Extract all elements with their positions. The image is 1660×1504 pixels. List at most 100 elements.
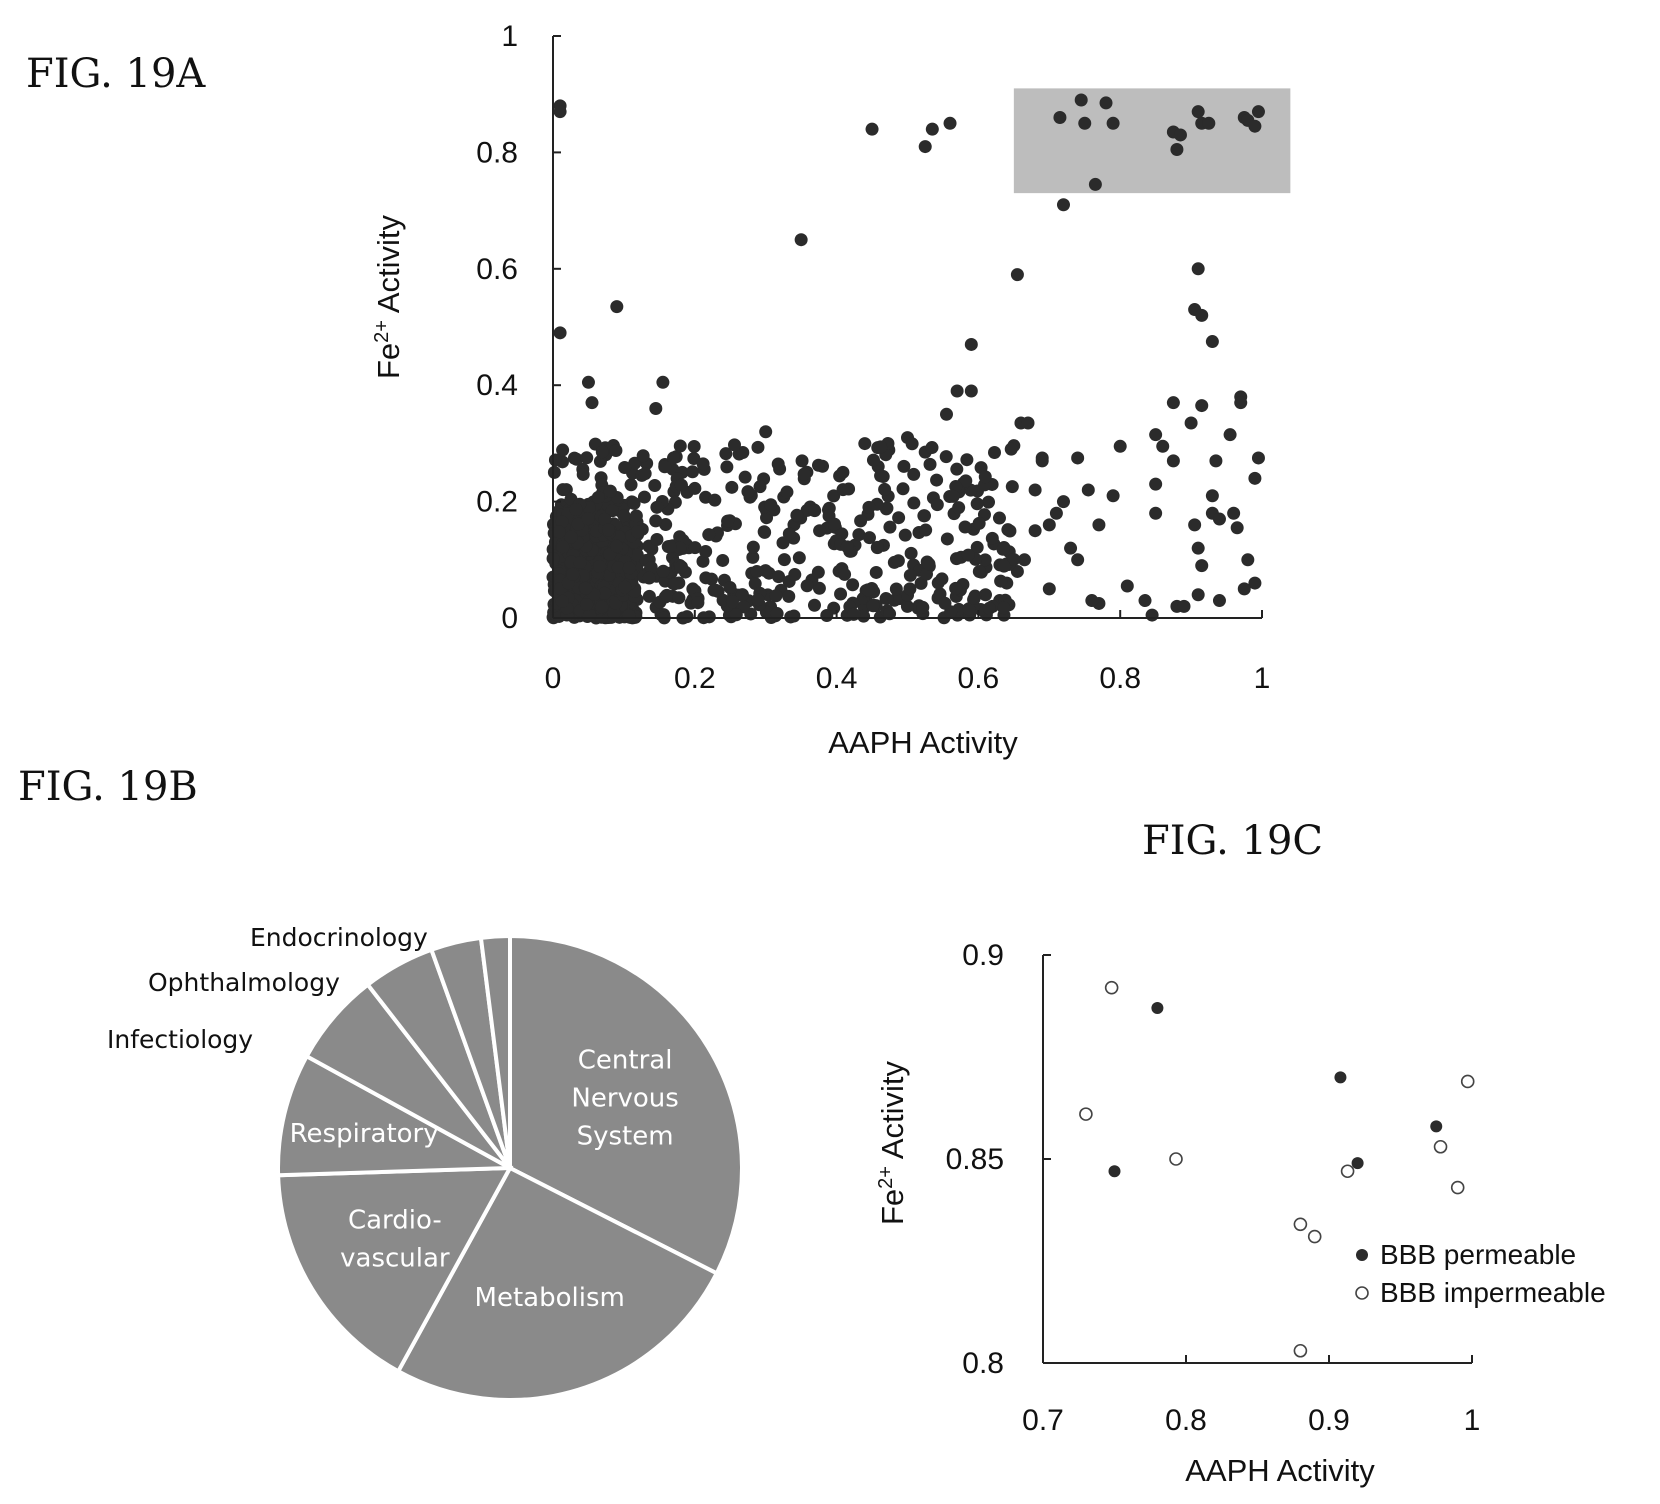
data-point: [598, 512, 612, 526]
pie-label: Endocrinology: [250, 923, 428, 952]
data-point: [595, 445, 609, 459]
data-point: [566, 567, 580, 581]
pie-label: Infectiology: [107, 1025, 253, 1054]
data-point: [950, 384, 964, 398]
data-point: [569, 502, 583, 516]
data-point: [842, 482, 856, 496]
data-point: [1227, 506, 1241, 520]
data-point: [571, 517, 585, 531]
data-point: [949, 480, 963, 494]
x-tick-label: 0.2: [674, 662, 716, 695]
y-tick-label: 0.8: [476, 136, 518, 169]
data-point: [852, 528, 866, 542]
data-point: [1156, 439, 1170, 453]
data-point: [629, 509, 643, 523]
data-point: [735, 588, 749, 602]
permeable-point: [1108, 1165, 1121, 1178]
data-point: [709, 583, 723, 597]
data-point: [708, 493, 722, 507]
data-point: [617, 509, 631, 523]
data-point: [771, 457, 785, 471]
data-point: [1092, 518, 1106, 532]
pie-slices: [276, 933, 744, 1402]
data-point: [836, 465, 850, 479]
data-point: [1191, 588, 1205, 602]
data-point: [896, 482, 910, 496]
data-point: [649, 514, 663, 528]
data-point: [1205, 335, 1219, 349]
data-point: [548, 453, 562, 467]
data-point: [960, 453, 974, 467]
legend-marker: [1356, 1249, 1368, 1261]
data-point: [624, 478, 638, 492]
data-point: [994, 574, 1008, 588]
data-point: [636, 449, 650, 463]
data-point: [1170, 142, 1184, 156]
fig-19b-pie-chart: Central Nervous System Metabolism Cardio-vas…: [107, 923, 744, 1402]
data-point: [1113, 439, 1127, 453]
data-point: [891, 554, 905, 568]
data-point: [1248, 576, 1262, 590]
data-point: [1145, 608, 1159, 622]
legend: BBB permeable BBB impermeable: [1355, 1239, 1606, 1308]
impermeable-point: [1460, 1074, 1475, 1089]
data-point: [630, 525, 644, 539]
data-point: [738, 470, 752, 484]
data-point: [961, 548, 975, 562]
pie-labels: Central Nervous System Metabolism Cardio-vas…: [107, 923, 679, 1313]
impermeable-point: [1340, 1164, 1355, 1179]
data-point: [905, 437, 919, 451]
data-point: [970, 540, 984, 554]
data-point: [1003, 524, 1017, 538]
data-point: [866, 453, 880, 467]
data-point: [719, 447, 733, 461]
impermeable-point: [1293, 1217, 1308, 1232]
data-point: [840, 540, 854, 554]
data-point: [609, 443, 623, 457]
impermeable-point: [1293, 1343, 1308, 1358]
data-point: [1191, 262, 1205, 276]
data-point: [581, 375, 595, 389]
data-point: [580, 451, 594, 465]
data-point: [580, 598, 594, 612]
data-point: [702, 528, 716, 542]
data-point: [699, 545, 713, 559]
data-point: [1173, 128, 1187, 142]
x-tick-label: 0.4: [816, 662, 858, 695]
permeable-point: [1334, 1071, 1347, 1084]
data-point: [1166, 454, 1180, 468]
data-point: [777, 553, 791, 567]
data-point: [759, 425, 773, 439]
data-point: [593, 560, 607, 574]
data-point: [555, 594, 569, 608]
data-point: [721, 514, 735, 528]
data-point: [1035, 454, 1049, 468]
y-tick-label: 0.85: [946, 1143, 1004, 1176]
data-point: [866, 599, 880, 613]
fig-19c-label: FIG. 19C: [1142, 818, 1323, 864]
data-point: [658, 460, 672, 474]
data-point: [687, 439, 701, 453]
data-point: [943, 116, 957, 130]
x-tick-label: 0.6: [958, 662, 1000, 695]
data-point: [883, 520, 897, 534]
data-point: [748, 577, 762, 591]
data-point: [723, 581, 737, 595]
data-point: [751, 593, 765, 607]
data-point: [1191, 541, 1205, 555]
data-point: [846, 578, 860, 592]
data-point: [795, 454, 809, 468]
data-point: [959, 474, 973, 488]
data-point: [552, 525, 566, 539]
data-point: [628, 456, 642, 470]
data-point: [556, 443, 570, 457]
data-point: [1071, 451, 1085, 465]
x-tick-label: 0.8: [1099, 662, 1141, 695]
data-point: [907, 496, 921, 510]
impermeable-point: [1079, 1107, 1093, 1121]
data-point: [649, 401, 663, 415]
data-point: [946, 489, 960, 503]
data-point: [595, 600, 609, 614]
pie-label: Ophthalmology: [148, 968, 340, 997]
data-point: [1042, 518, 1056, 532]
